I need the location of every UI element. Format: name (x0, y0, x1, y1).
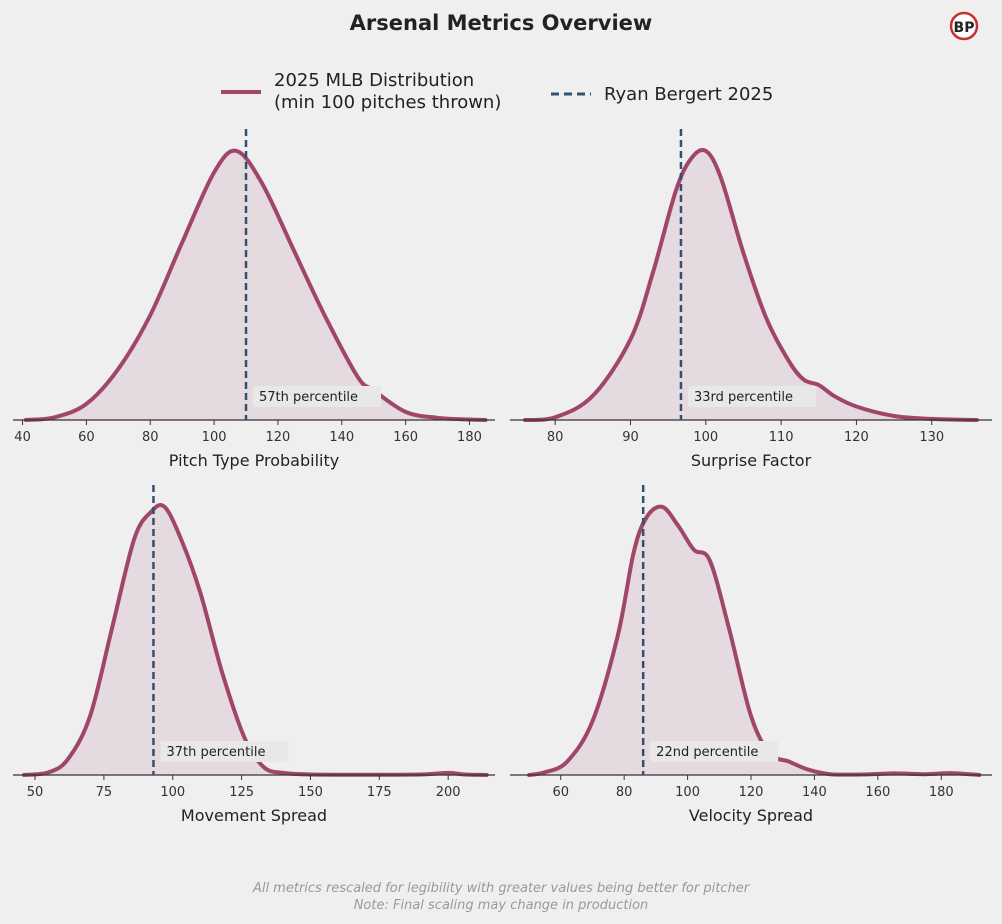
legend: 2025 MLB Distribution (min 100 pitches t… (221, 70, 773, 113)
x-tick-label: 80 (142, 430, 159, 445)
x-tick-label: 40 (14, 430, 31, 445)
x-tick-label: 80 (547, 430, 564, 445)
x-tick-label: 50 (27, 785, 44, 800)
panel-3: 50 75 100 125 150 175 200 Movement Spread 37th p… (13, 485, 495, 825)
percentile-badge-bg (687, 386, 816, 407)
panel-2: 80 90 100 110 120 130 Surprise Factor 33rd perc… (510, 129, 992, 470)
percentile-label: 22nd percentile (656, 745, 758, 760)
distribution-fill (529, 506, 980, 775)
distribution-curve (527, 504, 982, 777)
percentile-label: 37th percentile (166, 745, 265, 760)
x-tick-label: 120 (266, 430, 291, 445)
footnote-line1: All metrics rescaled for legibility with… (252, 881, 751, 896)
x-tick-label: 140 (329, 430, 354, 445)
distribution-fill (25, 150, 486, 420)
bp-logo-text: BP (954, 20, 975, 36)
distribution-curve (523, 147, 979, 423)
x-tick-label: 125 (229, 785, 254, 800)
x-axis-title: Movement Spread (181, 806, 327, 825)
percentile-label: 57th percentile (259, 390, 358, 405)
x-axis-title: Pitch Type Probability (169, 451, 339, 470)
x-tick-label: 120 (739, 785, 764, 800)
x-tick-label: 200 (436, 785, 461, 800)
distribution-curve (23, 148, 488, 422)
chart-title: Arsenal Metrics Overview (350, 11, 653, 35)
legend-player-label: Ryan Bergert 2025 (604, 84, 773, 105)
panel-4: 60 80 100 120 140 160 180 Velocity Spread 22nd p… (510, 485, 992, 825)
x-tick-label: 120 (844, 430, 869, 445)
x-tick-label: 90 (622, 430, 639, 445)
x-tick-label: 150 (298, 785, 323, 800)
percentile-label: 33rd percentile (694, 390, 793, 405)
x-tick-label: 175 (367, 785, 392, 800)
x-tick-label: 60 (552, 785, 569, 800)
x-tick-label: 110 (769, 430, 794, 445)
distribution-fill (525, 149, 977, 421)
x-tick-label: 180 (929, 785, 954, 800)
x-tick-label: 180 (457, 430, 482, 445)
x-tick-label: 100 (160, 785, 185, 800)
distribution-fill (24, 504, 487, 775)
x-tick-label: 160 (865, 785, 890, 800)
legend-distribution-label-line1: 2025 MLB Distribution (274, 70, 474, 91)
percentile-badge-bg (253, 386, 382, 407)
x-axis-title: Surprise Factor (691, 451, 812, 470)
x-tick-label: 140 (802, 785, 827, 800)
panels: 40 60 80 100 120 140 160 180 Pitch Type Probabil… (13, 129, 992, 825)
percentile-badge-bg (650, 741, 779, 762)
percentile-badge-bg (160, 741, 289, 762)
x-tick-label: 130 (919, 430, 944, 445)
panel-1: 40 60 80 100 120 140 160 180 Pitch Type Probabil… (13, 129, 495, 470)
x-tick-label: 60 (78, 430, 95, 445)
x-tick-label: 100 (693, 430, 718, 445)
footnote-line2: Note: Final scaling may change in produc… (354, 898, 649, 913)
x-tick-label: 160 (393, 430, 418, 445)
x-axis-title: Velocity Spread (689, 806, 813, 825)
x-tick-label: 100 (675, 785, 700, 800)
x-tick-label: 80 (616, 785, 633, 800)
x-tick-label: 75 (96, 785, 113, 800)
x-tick-label: 100 (202, 430, 227, 445)
legend-distribution-label-line2: (min 100 pitches thrown) (274, 92, 501, 113)
bp-logo-ring (949, 11, 979, 41)
bp-logo: BP (949, 11, 979, 41)
